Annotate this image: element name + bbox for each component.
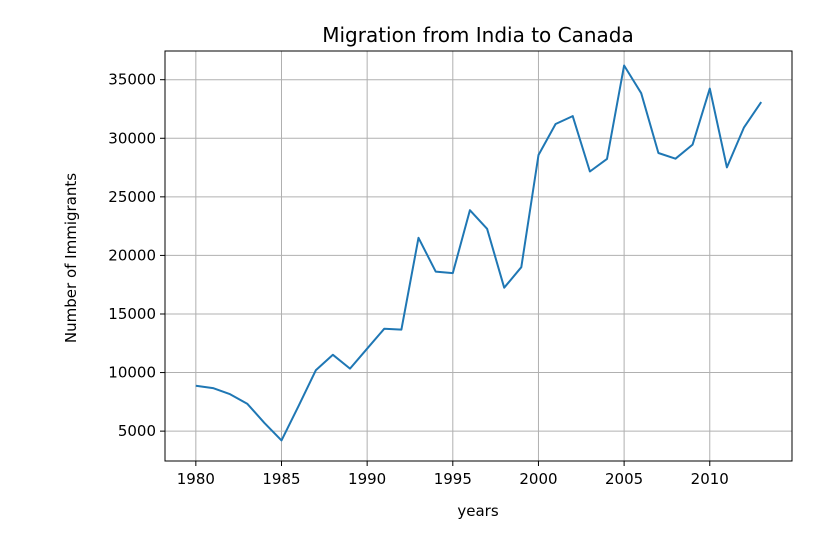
x-axis-label: years <box>457 502 498 520</box>
y-tick-label: 30000 <box>108 129 156 147</box>
x-tick-label: 1980 <box>177 470 215 488</box>
y-tick-label: 10000 <box>108 364 156 382</box>
x-tick-label: 1985 <box>262 470 300 488</box>
grid <box>165 51 792 461</box>
y-tick-label: 20000 <box>108 246 156 264</box>
x-tick-label: 2000 <box>519 470 557 488</box>
chart-title: Migration from India to Canada <box>322 23 634 47</box>
plot-area-frame <box>164 50 793 462</box>
y-tick-label: 35000 <box>108 71 156 89</box>
series-layer <box>195 64 763 442</box>
x-tick-label: 1995 <box>434 470 472 488</box>
x-tick-label: 2005 <box>605 470 643 488</box>
y-tick-label: 5000 <box>118 422 156 440</box>
series-line <box>195 64 763 442</box>
y-tick-label: 25000 <box>108 188 156 206</box>
x-tick-label: 2010 <box>691 470 729 488</box>
y-tick-label: 15000 <box>108 305 156 323</box>
x-tick-label: 1990 <box>348 470 386 488</box>
y-axis-label: Number of Immigrants <box>62 173 80 343</box>
axis-ticks: 1980 1985 1990 1995 2000 2005 2010 5000 10000 150… <box>108 71 729 488</box>
